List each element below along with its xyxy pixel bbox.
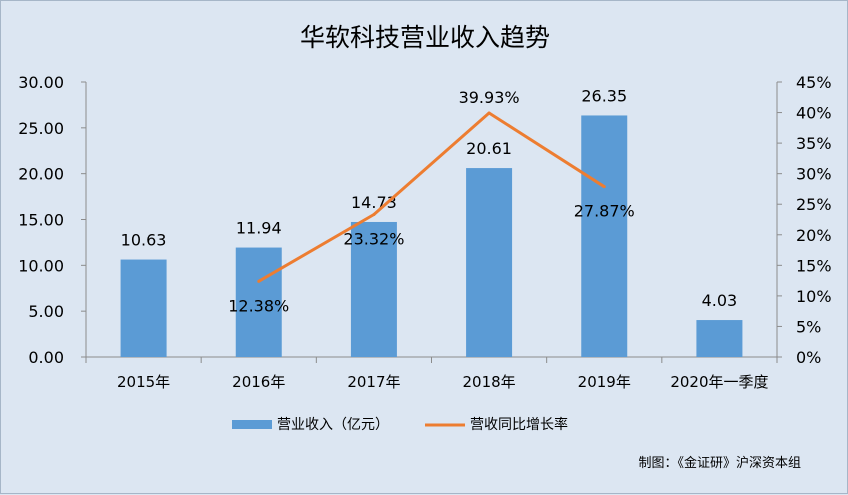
y-right-tick-labels: 0% 5% 10% 15% 20% 25% 30% 35% 40% 45%	[796, 73, 832, 367]
growth-rate-point	[487, 111, 491, 115]
growth-rate-label: 23.32%	[343, 229, 404, 248]
y-right-tick-label: 10%	[796, 287, 832, 306]
legend-bar-swatch	[232, 420, 272, 429]
x-tick-label: 2020年一季度	[670, 373, 768, 391]
bar-labels: 10.63 11.94 14.73 20.61 26.35 4.03	[121, 86, 738, 310]
y-left-tick-label: 0.00	[28, 348, 64, 367]
y-right-tick-label: 25%	[796, 195, 832, 214]
axes	[81, 81, 782, 363]
y-left-tick-label: 20.00	[18, 165, 64, 184]
source-note: 制图：《金证研》沪深资本组	[638, 455, 801, 471]
legend: 营业收入（亿元） 营收同比增长率	[232, 416, 568, 433]
x-tick-label: 2016年	[232, 373, 285, 391]
revenue-bar	[696, 320, 743, 357]
growth-rate-point	[372, 212, 376, 216]
legend-line-label: 营收同比增长率	[470, 416, 568, 433]
x-tick-label: 2018年	[462, 373, 515, 391]
x-tick-label: 2015年	[117, 373, 170, 391]
y-right-tick-label: 40%	[796, 104, 832, 123]
revenue-bar	[350, 221, 397, 357]
chart-title: 华软科技营业收入趋势	[300, 23, 550, 52]
revenue-bar-label: 10.63	[121, 231, 167, 250]
y-right-tick-label: 35%	[796, 134, 832, 153]
x-tick-label: 2017年	[347, 373, 400, 391]
y-right-tick-label: 30%	[796, 165, 832, 184]
revenue-bar-label: 11.94	[236, 219, 282, 238]
growth-line-layer	[257, 111, 606, 283]
y-right-tick-label: 20%	[796, 226, 832, 245]
y-right-tick-label: 5%	[796, 317, 821, 336]
y-right-tick-label: 45%	[796, 73, 832, 92]
revenue-bar	[581, 115, 628, 357]
y-left-tick-label: 25.00	[18, 119, 64, 138]
y-left-tick-label: 10.00	[18, 256, 64, 275]
y-left-tick-label: 30.00	[18, 73, 64, 92]
x-tick-labels: 2015年 2016年 2017年 2018年 2019年 2020年一季度	[117, 373, 769, 391]
revenue-bar	[120, 259, 167, 357]
revenue-bar	[466, 168, 513, 357]
bars	[120, 115, 743, 357]
y-left-tick-label: 5.00	[28, 302, 64, 321]
growth-rate-point	[602, 185, 606, 189]
growth-rate-label: 39.93%	[459, 88, 520, 107]
revenue-bar	[235, 247, 282, 357]
growth-rate-point	[257, 279, 261, 283]
revenue-bar-label: 14.73	[351, 193, 397, 212]
revenue-bar-label: 4.03	[702, 291, 738, 310]
legend-bar-label: 营业收入（亿元）	[277, 417, 389, 433]
revenue-bar-label: 20.61	[466, 139, 512, 158]
y-right-tick-label: 15%	[796, 256, 832, 275]
revenue-bar-label: 26.35	[581, 86, 627, 105]
line-labels: 12.38% 23.32% 39.93% 27.87%	[228, 88, 635, 315]
y-right-tick-label: 0%	[796, 348, 821, 367]
y-left-tick-labels: 0.00 5.00 10.00 15.00 20.00 25.00 30.00	[18, 73, 64, 367]
growth-rate-line	[257, 111, 606, 283]
growth-rate-label: 27.87%	[574, 202, 635, 221]
y-left-tick-label: 15.00	[18, 211, 64, 230]
x-tick-label: 2019年	[578, 373, 631, 391]
growth-rate-label: 12.38%	[228, 296, 289, 315]
